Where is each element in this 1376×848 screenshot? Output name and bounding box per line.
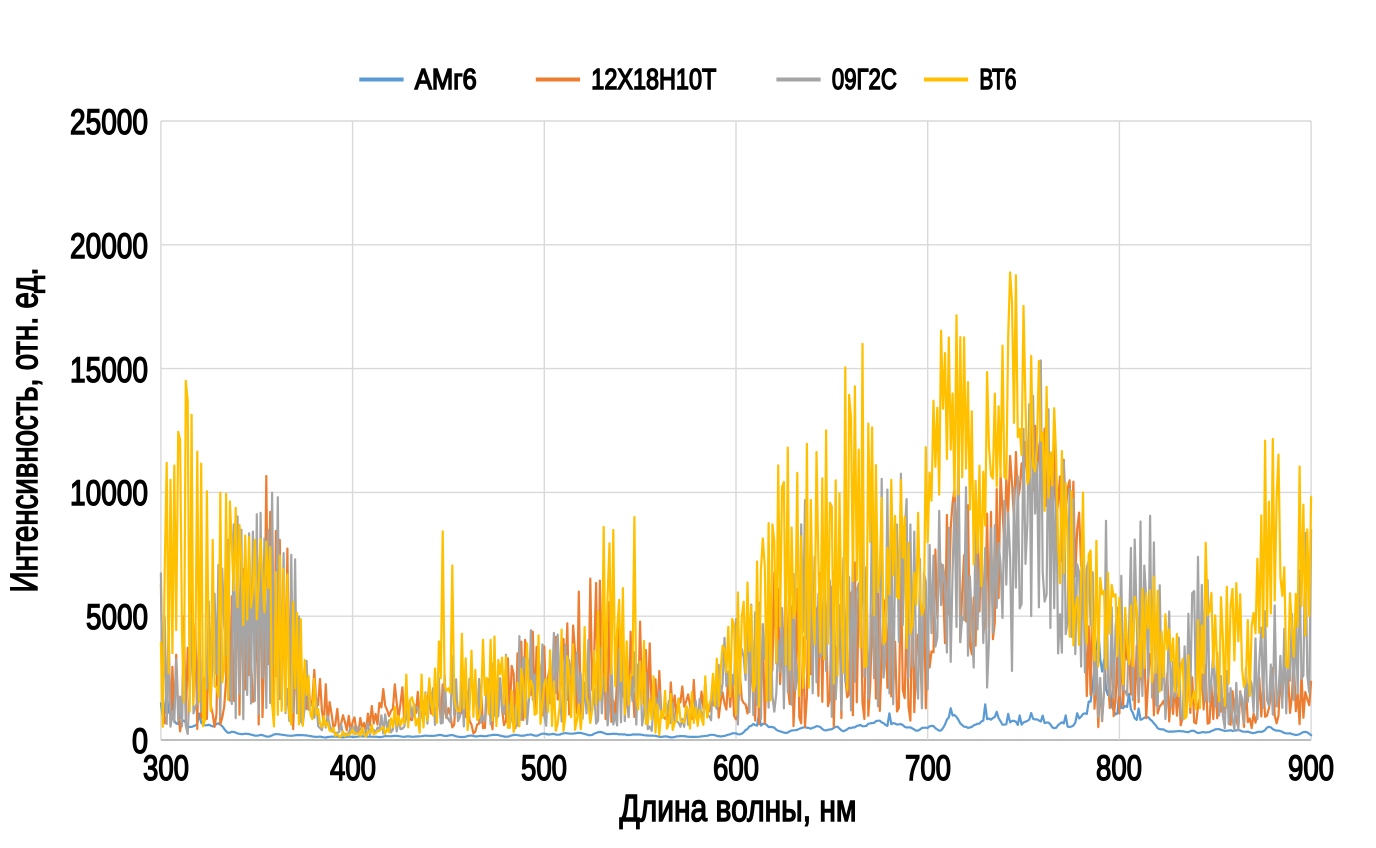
svg-text:600: 600 xyxy=(713,749,759,788)
svg-text:15000: 15000 xyxy=(70,351,148,390)
svg-text:900: 900 xyxy=(1288,749,1334,788)
svg-text:10000: 10000 xyxy=(70,474,148,513)
svg-text:400: 400 xyxy=(330,749,376,788)
svg-text:12Х18Н10Т: 12Х18Н10Т xyxy=(591,64,716,96)
svg-text:25000: 25000 xyxy=(70,103,148,142)
svg-text:20000: 20000 xyxy=(70,227,148,266)
svg-text:Интенсивность, отн. ед.: Интенсивность, отн. ед. xyxy=(4,268,46,593)
svg-text:700: 700 xyxy=(905,749,951,788)
svg-text:0: 0 xyxy=(132,722,148,761)
svg-text:ВТ6: ВТ6 xyxy=(979,64,1016,96)
svg-text:Длина волны, нм: Длина волны, нм xyxy=(620,788,857,830)
svg-text:09Г2С: 09Г2С xyxy=(832,64,897,96)
svg-text:500: 500 xyxy=(521,749,567,788)
svg-text:АМг6: АМг6 xyxy=(415,64,477,96)
svg-text:5000: 5000 xyxy=(86,598,148,637)
svg-text:800: 800 xyxy=(1096,749,1142,788)
svg-text:300: 300 xyxy=(143,749,189,788)
